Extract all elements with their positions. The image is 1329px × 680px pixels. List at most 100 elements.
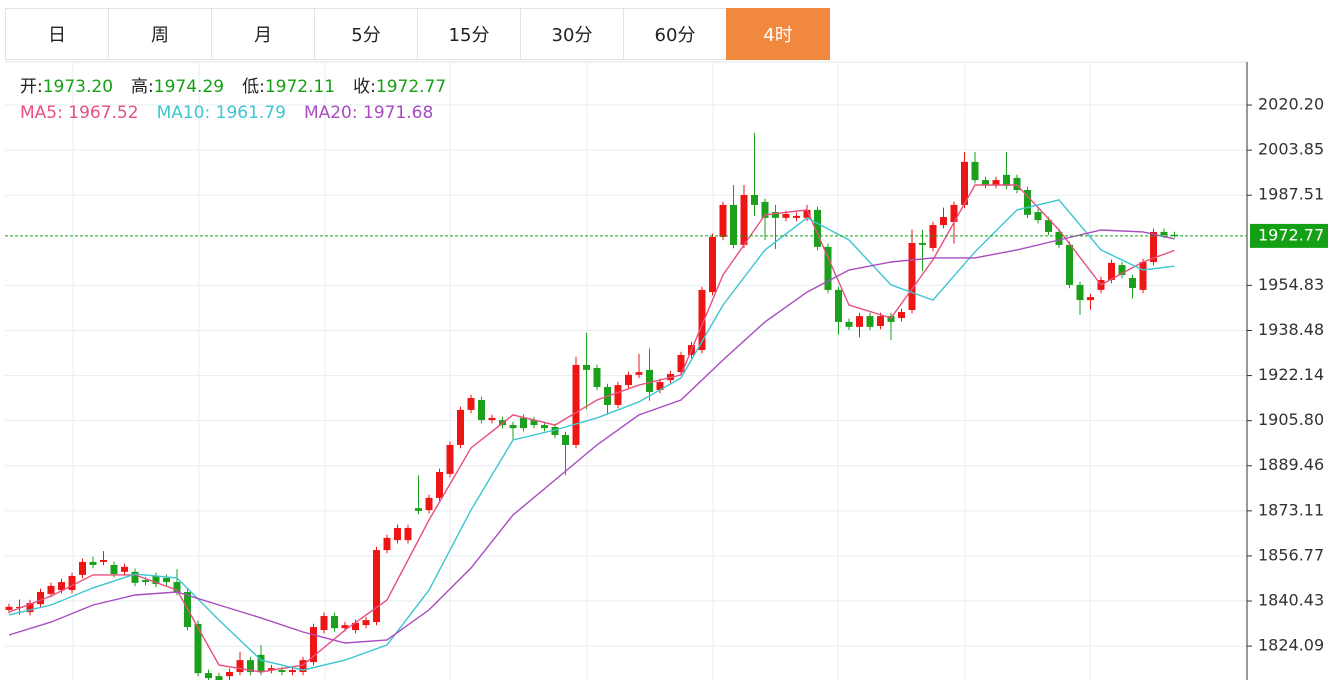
candle-body [110,564,118,575]
quote-label: 收: [353,77,376,97]
candle-body [478,399,485,421]
ma-row: MA5: 1967.52 MA10: 1961.79 MA20: 1971.68 [20,100,464,126]
quote-value: 1974.29 [153,77,225,97]
quote-item: 开:1973.20 [20,77,113,97]
period-tab[interactable]: 15分 [417,8,521,60]
last-price-label: 1972.77 [1258,225,1324,244]
candle-body [1045,220,1052,232]
candle-body [614,385,622,405]
period-tab[interactable]: 日 [5,8,109,60]
ma-value: 1961.79 [215,103,286,123]
candle-body [898,311,905,319]
candle-body [856,316,863,327]
candle-body [268,668,275,671]
last-price-box [1250,223,1328,248]
candle-body [929,225,937,248]
candle-body [79,561,86,575]
candle-body [1066,244,1073,285]
candle-body [1087,297,1094,301]
candle-body [100,559,107,562]
ma-line [8,229,1175,644]
candle-body [58,582,65,591]
quote-value: 1972.11 [264,77,336,97]
candle-body [89,561,97,565]
candle-body [646,369,653,392]
candle-body [635,372,643,375]
y-tick-label: 1954.83 [1258,275,1324,294]
ma-item: MA20: 1971.68 [304,103,433,123]
period-tab[interactable]: 60分 [623,8,727,60]
ma-label: MA5: [20,103,63,123]
ma-line [8,184,1175,673]
candle-body [446,444,454,474]
candle-body [163,577,170,583]
candle-body [142,580,149,583]
candle-body [803,209,811,218]
candle-body [1024,190,1031,215]
period-tab[interactable]: 4时 [726,8,830,60]
candle-body [352,622,359,631]
candle-body [698,289,706,351]
candle-body [331,615,338,629]
candle-body [278,670,286,672]
candle-body [814,209,821,247]
candle-body [730,204,737,245]
candle-body [709,236,716,293]
candle-body [194,623,202,674]
candle-body [226,671,233,677]
candle-body [772,212,779,218]
candle-body [5,606,13,610]
candle-body [950,204,958,223]
candle-body [121,566,128,572]
candle-body [1171,234,1178,236]
candle-body [1013,177,1021,191]
candle-body [824,246,832,290]
quote-label: 低: [242,77,265,97]
candle-body [289,670,296,672]
candle-body [215,676,223,680]
candle-body [467,398,475,410]
y-tick-label: 1905.80 [1258,410,1324,429]
y-tick-label: 2003.85 [1258,140,1324,159]
candle-body [26,603,34,613]
candle-body [257,654,265,672]
y-tick-label: 1922.14 [1258,365,1324,384]
candle-body [1076,284,1084,301]
candle-body [1003,174,1010,186]
quote-item: 低:1972.11 [242,77,335,97]
candle-body [341,625,349,629]
candle-body [1150,231,1157,263]
candle-body [971,161,979,181]
candle-body [1055,231,1063,245]
candle-body [425,497,433,511]
candle-body [719,204,727,237]
candle-body [793,215,800,218]
candle-body [740,194,748,245]
candle-body [37,591,44,605]
ma-label: MA10: [156,103,211,123]
y-tick-label: 1840.43 [1258,591,1324,610]
candle-body [919,242,926,245]
candle-body [593,367,601,388]
period-tab[interactable]: 30分 [520,8,624,60]
candle-body [530,420,538,426]
candle-body [320,615,328,631]
candle-body [835,289,842,322]
candle-body [1034,212,1042,221]
candle-body [982,180,989,186]
candle-body [961,161,968,205]
period-tab[interactable]: 周 [108,8,212,60]
quote-label: 高: [131,77,154,97]
ma-item: MA5: 1967.52 [20,103,139,123]
period-tabs: 日周月 5分 15分 30分 60分 4时 [5,8,830,60]
candle-body [47,585,55,594]
quote-value: 1972.77 [375,77,447,97]
candle-body [656,382,664,391]
period-tab[interactable]: 5分 [314,8,418,60]
period-tab[interactable]: 月 [211,8,315,60]
candle-body [908,242,916,311]
y-tick-label: 1889.46 [1258,455,1324,474]
y-tick-label: 1873.11 [1258,500,1324,519]
